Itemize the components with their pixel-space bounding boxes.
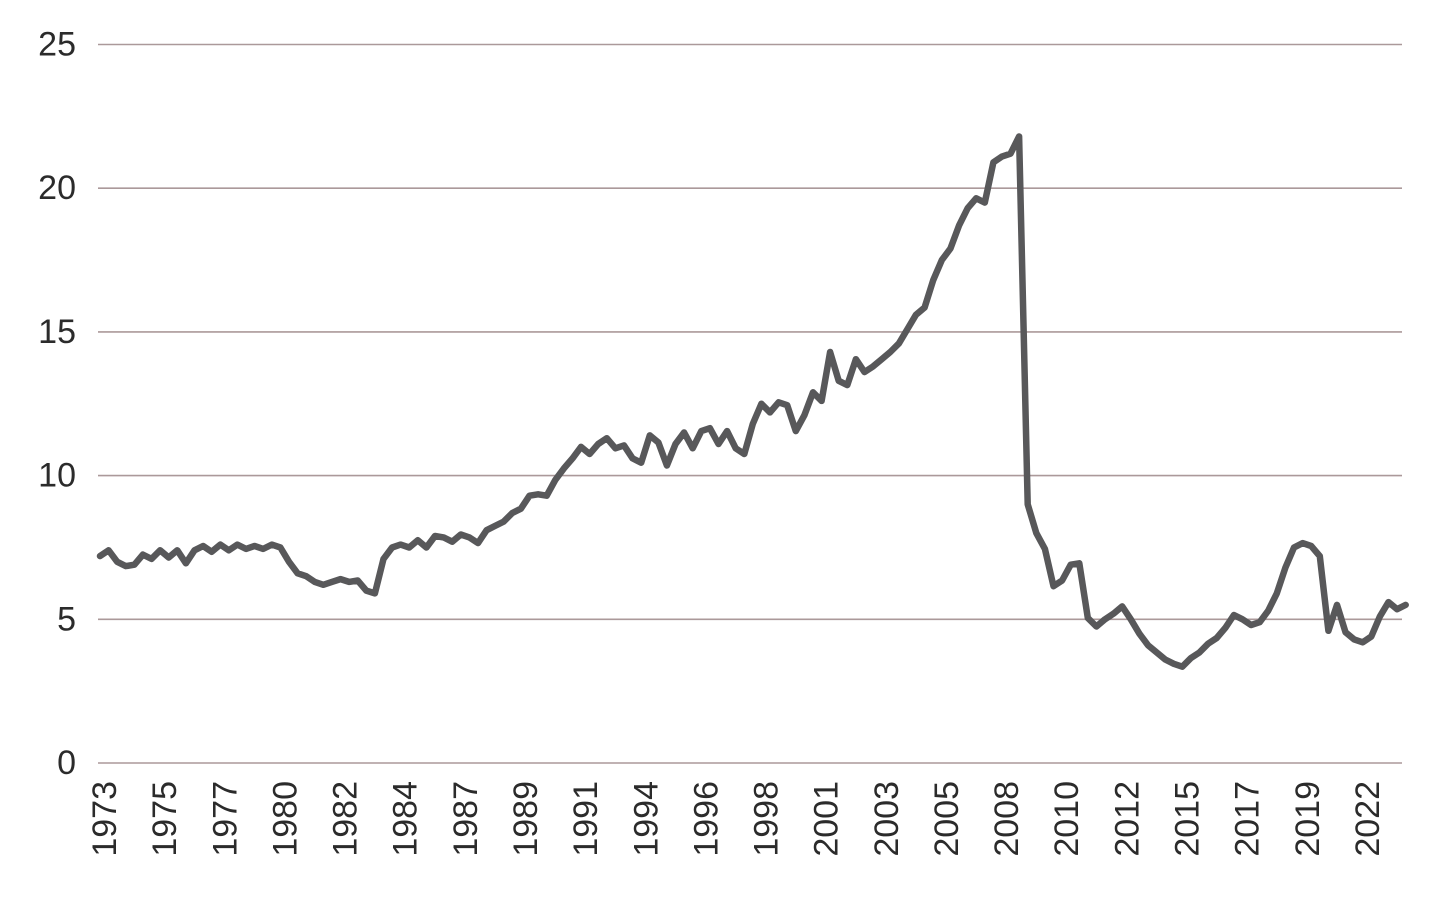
series-polyline xyxy=(96,133,1409,670)
y-tick-label-15: 15 xyxy=(38,313,76,351)
x-tick-label-1975: 1975 xyxy=(146,781,184,857)
y-tick-label-25: 25 xyxy=(38,26,76,64)
x-tick-label-1984: 1984 xyxy=(387,781,425,857)
x-tick-label-2001: 2001 xyxy=(808,781,846,857)
gridlines xyxy=(98,43,1402,764)
x-tick-label-1989: 1989 xyxy=(507,781,545,857)
x-tick-label-2008: 2008 xyxy=(988,781,1026,857)
x-tick-label-1987: 1987 xyxy=(447,781,485,857)
x-tick-label-1998: 1998 xyxy=(748,781,786,857)
x-tick-label-1982: 1982 xyxy=(327,781,365,857)
y-tick-label-5: 5 xyxy=(57,600,76,638)
x-tick-label-1980: 1980 xyxy=(266,781,304,857)
x-tick-label-2010: 2010 xyxy=(1048,781,1086,857)
x-tick-label-2017: 2017 xyxy=(1229,781,1267,857)
data-series-line xyxy=(96,133,1409,670)
x-tick-label-1996: 1996 xyxy=(687,781,725,857)
x-tick-label-2012: 2012 xyxy=(1108,781,1146,857)
y-tick-label-0: 0 xyxy=(57,744,76,782)
x-tick-label-2005: 2005 xyxy=(928,781,966,857)
x-tick-label-1977: 1977 xyxy=(206,781,244,857)
x-tick-label-1994: 1994 xyxy=(627,781,665,857)
y-tick-label-10: 10 xyxy=(38,457,76,495)
y-tick-label-20: 20 xyxy=(38,169,76,207)
x-tick-label-2015: 2015 xyxy=(1169,781,1207,857)
x-axis-labels: 1973 1975 1977 1980 1982 1984 1987 1989 1991 1994… xyxy=(86,781,1387,857)
y-axis-labels: 0 5 10 15 20 25 xyxy=(38,26,76,783)
x-tick-label-2003: 2003 xyxy=(868,781,906,857)
x-tick-label-2019: 2019 xyxy=(1289,781,1327,857)
x-tick-label-1991: 1991 xyxy=(567,781,605,857)
x-tick-label-1973: 1973 xyxy=(86,781,124,857)
x-tick-label-2022: 2022 xyxy=(1349,781,1387,857)
